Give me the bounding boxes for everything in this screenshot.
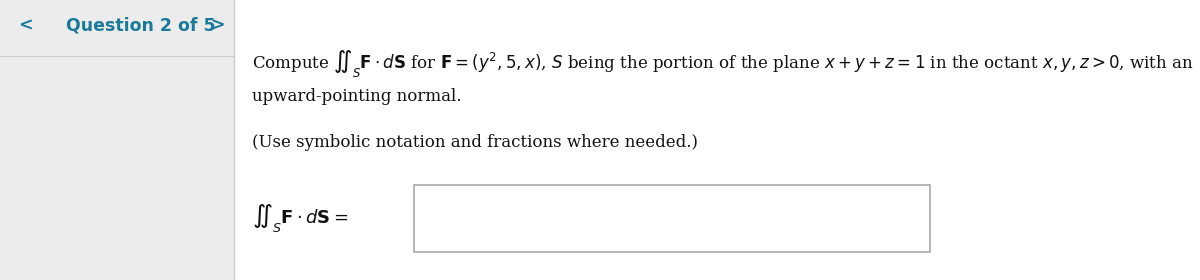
- FancyBboxPatch shape: [234, 0, 1200, 280]
- Text: <: <: [18, 16, 32, 34]
- Text: $\iint_S \mathbf{F} \cdot d\mathbf{S} =$: $\iint_S \mathbf{F} \cdot d\mathbf{S} =$: [252, 202, 348, 234]
- Text: Compute $\iint_S \mathbf{F} \cdot d\mathbf{S}$ for $\mathbf{F} = (y^2, 5, x)$, $: Compute $\iint_S \mathbf{F} \cdot d\math…: [252, 48, 1194, 79]
- Text: >: >: [210, 16, 224, 34]
- FancyBboxPatch shape: [414, 185, 930, 252]
- Text: (Use symbolic notation and fractions where needed.): (Use symbolic notation and fractions whe…: [252, 134, 698, 151]
- Text: upward-pointing normal.: upward-pointing normal.: [252, 88, 462, 105]
- Text: Question 2 of 5: Question 2 of 5: [66, 16, 216, 34]
